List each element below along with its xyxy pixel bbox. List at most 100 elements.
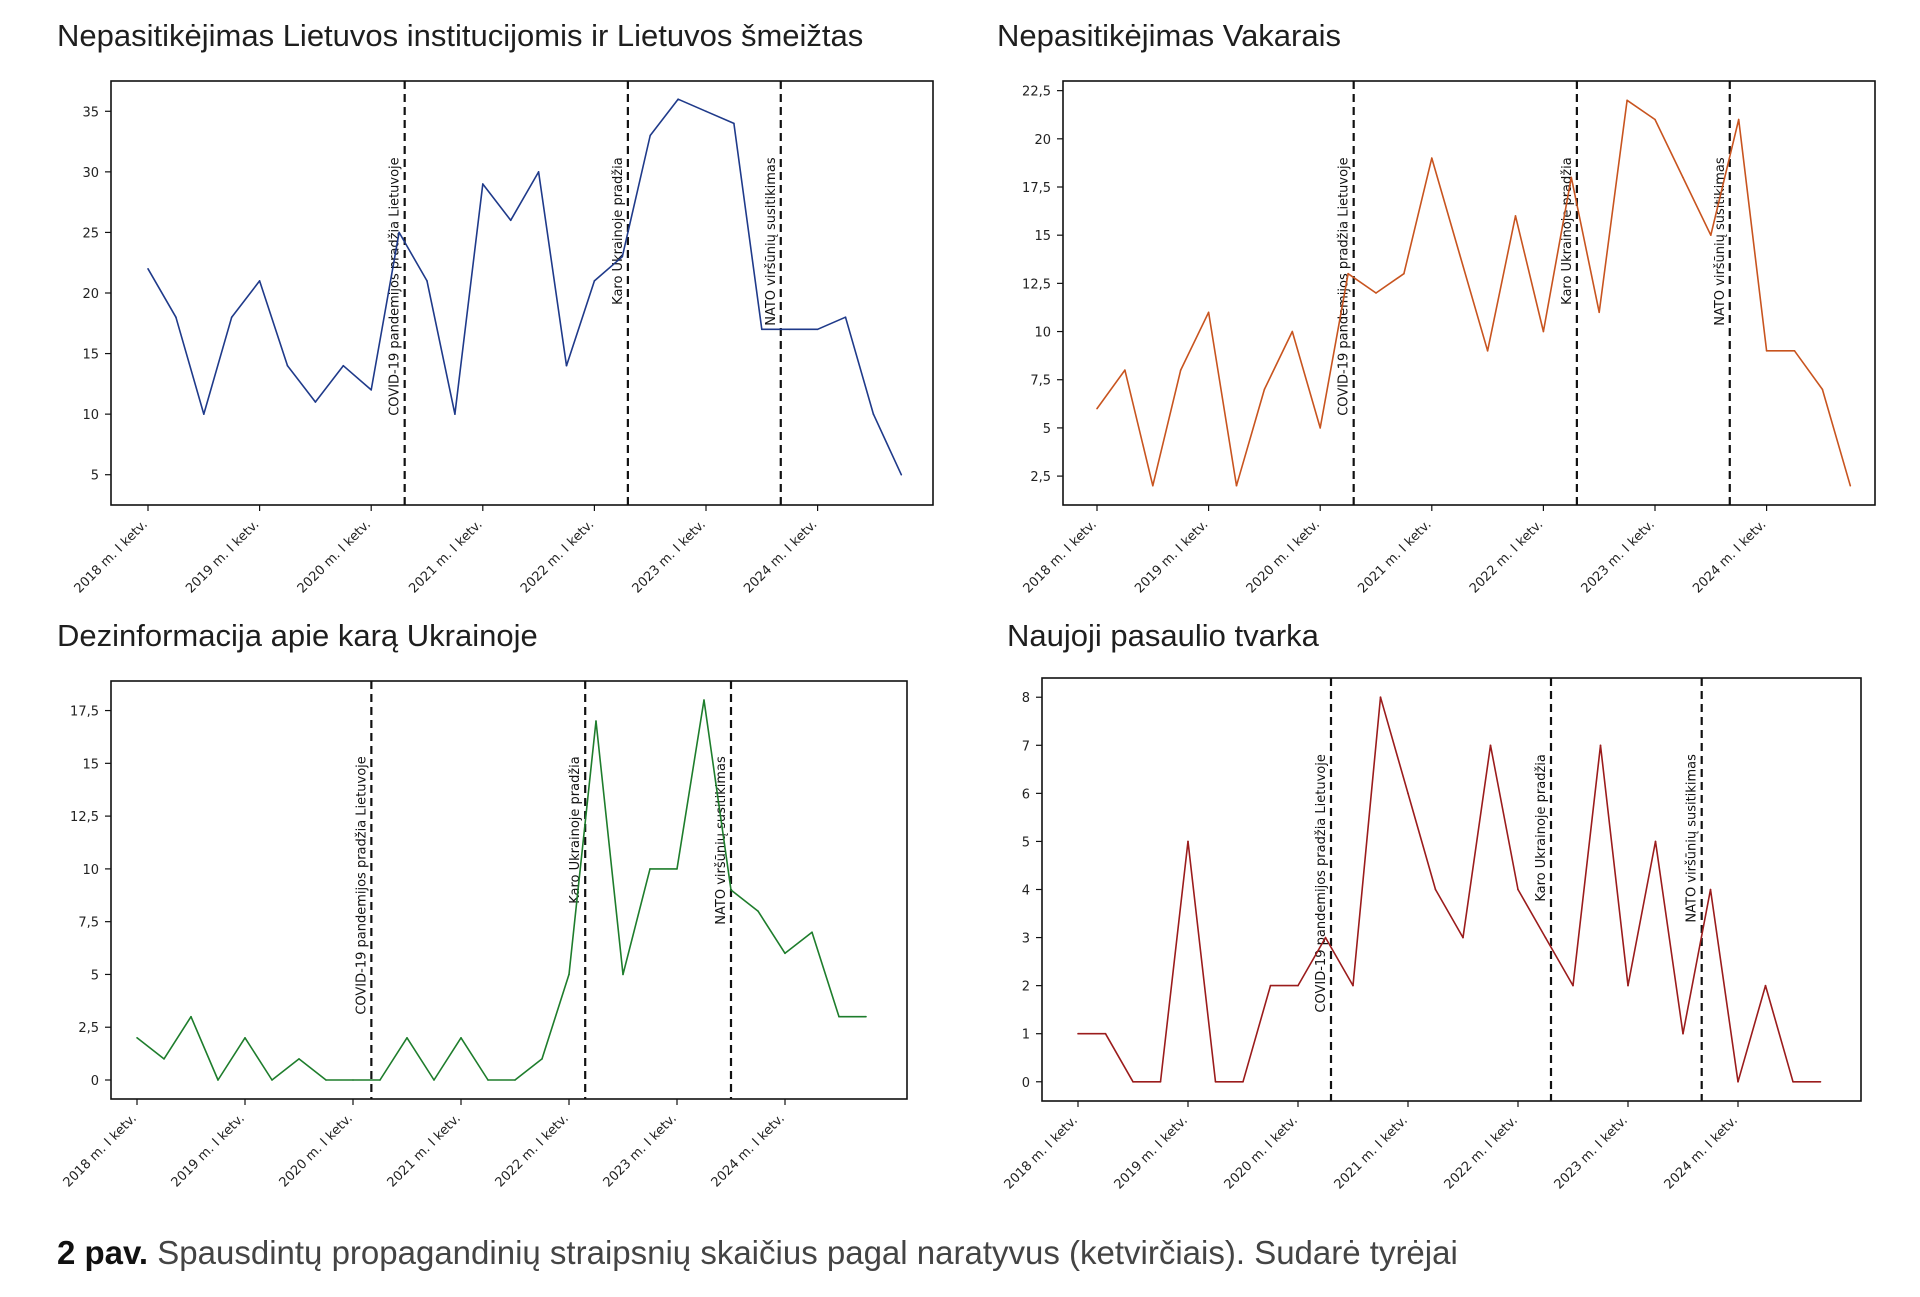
data-point: [1572, 984, 1574, 987]
data-point: [622, 973, 624, 976]
data-point: [1214, 1080, 1217, 1083]
data-point: [1737, 1080, 1739, 1083]
data-point: [258, 280, 261, 282]
data-point: [370, 389, 373, 391]
data-point: [1819, 1080, 1822, 1083]
data-point: [541, 1058, 543, 1060]
data-point: [730, 889, 732, 891]
y-tick-label: 15: [82, 757, 99, 772]
y-tick-label: 20: [82, 287, 99, 302]
data-point: [379, 1079, 381, 1081]
data-point: [1379, 696, 1382, 699]
series-line: [136, 699, 866, 1081]
data-point: [1263, 388, 1266, 391]
event-label: Karo Ukrainoje pradžia: [611, 157, 626, 305]
y-tick-label: 5: [91, 469, 99, 484]
data-point: [1434, 888, 1437, 891]
data-point: [426, 280, 428, 282]
y-tick-label: 35: [82, 105, 99, 120]
data-point: [352, 1079, 354, 1081]
data-point: [1764, 984, 1767, 987]
event-label: NATO viršūnių susitikimas: [764, 157, 779, 326]
data-point: [568, 973, 570, 976]
data-point: [1792, 1080, 1794, 1083]
data-point: [1242, 1080, 1244, 1083]
data-point: [844, 316, 847, 319]
data-point: [1352, 984, 1354, 987]
y-tick-label: 3: [1022, 932, 1030, 947]
figure-caption: 2 pav. Spausdintų propagandinių straipsn…: [57, 1234, 1458, 1272]
event-label: NATO viršūnių susitikimas: [1685, 754, 1700, 923]
data-point: [621, 255, 624, 258]
data-point: [244, 1036, 246, 1039]
data-point: [1431, 157, 1433, 159]
event-label: Karo Ukrainoje pradžia: [568, 756, 583, 904]
chart-title-pasaulio-tvarka: Naujoji pasaulio tvarka: [1007, 618, 1319, 653]
data-point: [190, 1015, 192, 1018]
data-point: [342, 364, 345, 367]
data-point: [1514, 215, 1517, 217]
plot-frame: [110, 680, 908, 1100]
data-point: [1654, 840, 1657, 843]
data-point: [1849, 484, 1852, 487]
y-tick-label: 1: [1022, 1028, 1030, 1043]
data-point: [1319, 427, 1321, 429]
y-tick-label: 0: [91, 1074, 99, 1089]
data-point: [1489, 744, 1492, 747]
data-point: [1598, 311, 1600, 314]
data-point: [1682, 176, 1684, 179]
y-tick-label: 10: [82, 408, 99, 423]
x-tick-label: 2023 m. I ketv.: [1552, 1113, 1631, 1192]
y-tick-label: 5: [1043, 422, 1051, 437]
data-point: [865, 1015, 867, 1018]
data-point: [1235, 484, 1238, 487]
chart-title-dezinformacija: Dezinformacija apie karą Ukrainoje: [57, 618, 538, 653]
data-point: [816, 328, 819, 331]
data-point: [136, 1036, 138, 1039]
series-line: [1096, 99, 1852, 487]
y-tick-label: 15: [82, 348, 99, 363]
data-point: [1765, 350, 1768, 352]
data-point: [514, 1079, 516, 1081]
data-point: [1096, 407, 1098, 410]
event-label: COVID-19 pandemijos pradžia Lietuvoje: [388, 157, 403, 415]
data-point: [703, 699, 705, 701]
y-tick-label: 7: [1022, 739, 1030, 754]
y-tick-label: 17,5: [1022, 181, 1051, 196]
data-point: [314, 401, 317, 403]
y-tick-label: 5: [91, 968, 99, 983]
data-point: [784, 952, 786, 955]
x-tick-label: 2021 m. I ketv.: [1332, 1113, 1411, 1192]
data-point: [1104, 1032, 1107, 1035]
data-point: [398, 231, 400, 234]
y-tick-label: 8: [1022, 691, 1030, 706]
data-point: [1159, 1080, 1162, 1083]
data-point: [482, 183, 484, 185]
data-point: [1458, 253, 1461, 256]
data-point: [454, 413, 456, 415]
y-tick-label: 22,5: [1022, 85, 1051, 100]
data-point: [788, 328, 791, 331]
chart-pasaulio-tvarka: 0 1 2 3 4 5 6 7 8 2018 m. I ketv. 2019 m. I ketv. 2…: [1002, 677, 1862, 1192]
y-tick-label: 10: [1034, 326, 1051, 341]
data-point: [1187, 840, 1189, 843]
data-point: [271, 1079, 273, 1081]
data-point: [1517, 888, 1519, 891]
data-point: [1626, 99, 1628, 102]
data-point: [509, 219, 512, 222]
data-point: [1375, 292, 1377, 294]
data-point: [286, 364, 289, 367]
data-point: [1407, 792, 1409, 795]
data-point: [298, 1058, 300, 1060]
data-point: [649, 134, 651, 137]
data-point: [565, 364, 568, 367]
data-point: [1324, 936, 1327, 939]
y-tick-label: 5: [1022, 835, 1030, 850]
data-point: [1269, 984, 1272, 987]
data-point: [900, 473, 903, 476]
y-tick-label: 20: [1034, 133, 1051, 148]
data-point: [163, 1058, 165, 1060]
data-point: [1297, 984, 1299, 987]
y-tick-label: 17,5: [70, 705, 99, 720]
